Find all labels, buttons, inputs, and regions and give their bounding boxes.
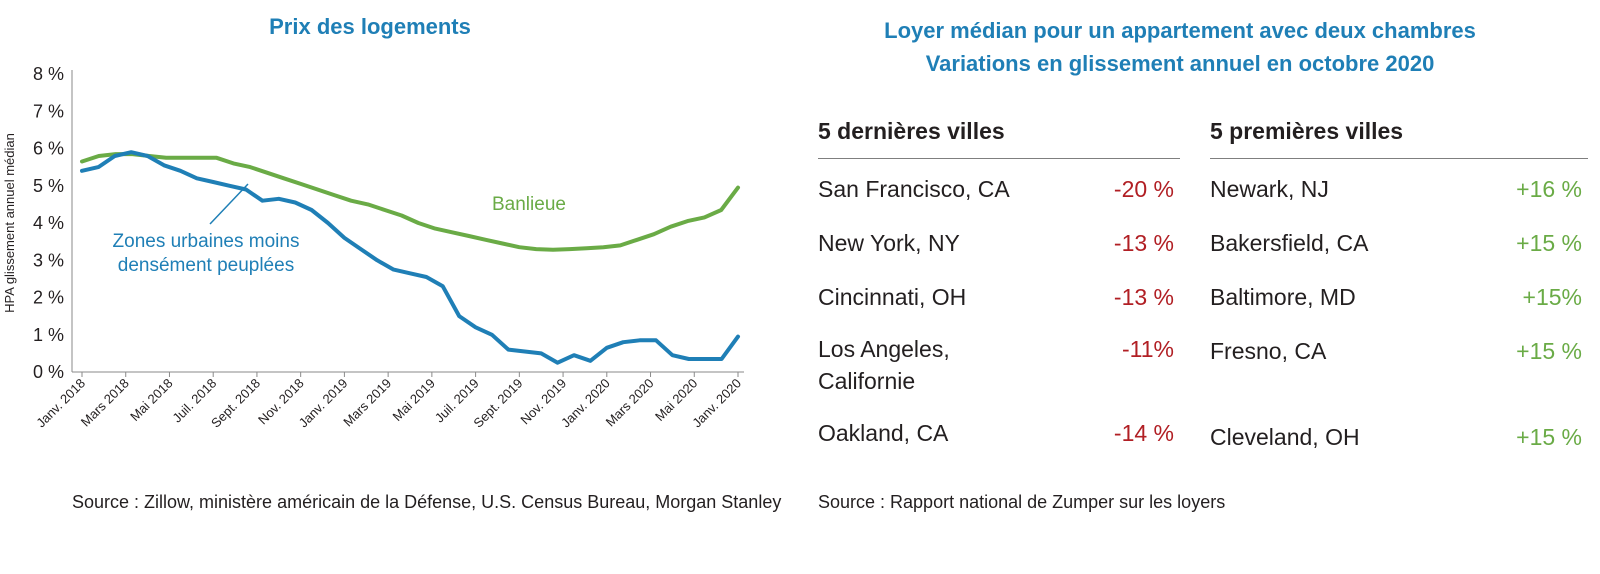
rent-change-value: -13 % bbox=[1113, 284, 1174, 310]
bottom-cities-column: 5 dernières villes San Francisco, CA -20 … bbox=[818, 118, 1180, 449]
right-source-note: Source : Rapport national de Zumper sur … bbox=[818, 492, 1226, 512]
left-source-note: Source : Zillow, ministère américain de … bbox=[72, 492, 782, 512]
top-city-row: Bakersfield, CA +15 % bbox=[1210, 227, 1588, 259]
x-tick-label: Mai 2019 bbox=[390, 376, 438, 424]
y-axis-title: HPA glissement annuel médian bbox=[2, 133, 17, 313]
city-name: San Francisco, CA bbox=[818, 176, 1010, 202]
y-tick-label: 2 % bbox=[33, 288, 64, 308]
top-city-row: Fresno, CA +15 % bbox=[1210, 335, 1588, 399]
urban-label-leader bbox=[209, 183, 249, 225]
y-tick-label: 4 % bbox=[33, 213, 64, 233]
rent-title-line1: Loyer médian pour un appartement avec de… bbox=[884, 18, 1476, 43]
bottom-city-row: New York, NY -13 % bbox=[818, 227, 1180, 259]
y-tick-label: 6 % bbox=[33, 139, 64, 159]
city-name: Bakersfield, CA bbox=[1210, 230, 1369, 256]
bottom-city-row: Cincinnati, OH -13 % bbox=[818, 281, 1180, 313]
y-tick-label: 7 % bbox=[33, 101, 64, 121]
city-name: Newark, NJ bbox=[1210, 176, 1329, 202]
banlieue-label: Banlieue bbox=[492, 194, 566, 215]
y-tick-label: 1 % bbox=[33, 325, 64, 345]
rent-change-value: -14 % bbox=[1113, 420, 1174, 446]
top-cities-column: 5 premières villes Newark, NJ +16 % Bakers… bbox=[1210, 118, 1588, 453]
x-tick-label: Mai 2018 bbox=[127, 376, 175, 424]
y-tick-label: 5 % bbox=[33, 176, 64, 196]
rent-title-line2: Variations en glissement annuel en octob… bbox=[925, 51, 1435, 76]
chart-labels: Banlieue Zones urbaines moins densément pe… bbox=[113, 183, 566, 276]
city-name: Cleveland, OH bbox=[1210, 424, 1360, 450]
bottom-city-row: San Francisco, CA -20 % bbox=[818, 173, 1180, 205]
x-tick-label: Mars 2019 bbox=[340, 376, 394, 430]
rent-change-value: +16 % bbox=[1516, 176, 1582, 202]
bottom-city-row: Los Angeles, Californie -11% bbox=[818, 333, 1180, 397]
city-name: Cincinnati, OH bbox=[818, 284, 967, 310]
rent-change-value: +15 % bbox=[1516, 338, 1582, 364]
rent-table-title: Loyer médian pour un appartement avec de… bbox=[820, 14, 1540, 80]
x-tick-label: Mars 2020 bbox=[603, 376, 657, 430]
city-name: Oakland, CA bbox=[818, 420, 949, 446]
bottom-cities-header: 5 dernières villes bbox=[818, 118, 1180, 159]
top-city-row: Newark, NJ +16 % bbox=[1210, 173, 1588, 205]
x-tick-label: Mars 2018 bbox=[78, 376, 132, 430]
series-urban-line bbox=[80, 150, 740, 365]
y-tick-label: 0 % bbox=[33, 362, 64, 382]
y-tick-label: 8 % bbox=[33, 64, 64, 84]
rent-change-value: -11% bbox=[1122, 336, 1174, 362]
top-city-row: Cleveland, OH +15 % bbox=[1210, 421, 1588, 453]
urban-label-line2: densément peuplées bbox=[118, 255, 294, 276]
city-name: Fresno, CA bbox=[1210, 338, 1327, 364]
city-name: New York, NY bbox=[818, 230, 960, 256]
house-price-chart: 0 % 1 % 2 % 3 % 4 % 5 % 6 % 7 % 8 % HPA glissemen… bbox=[2, 64, 744, 431]
chart-title: Prix des logements bbox=[269, 14, 471, 39]
bottom-city-row: Oakland, CA -14 % bbox=[818, 417, 1180, 449]
chart-series bbox=[80, 150, 740, 365]
top-cities-header: 5 premières villes bbox=[1210, 118, 1588, 159]
rent-change-value: -13 % bbox=[1113, 230, 1174, 256]
rent-change-value: +15 % bbox=[1516, 424, 1582, 450]
city-name: Los Angeles, Californie bbox=[818, 336, 950, 394]
rent-change-value: -20 % bbox=[1113, 176, 1174, 202]
urban-label-line1: Zones urbaines moins bbox=[113, 231, 300, 252]
series-banlieue-line bbox=[80, 152, 740, 252]
rent-change-value: +15% bbox=[1522, 284, 1582, 310]
rent-change-value: +15 % bbox=[1516, 230, 1582, 256]
top-cities-list: Newark, NJ +16 % Bakersfield, CA +15 % Balti… bbox=[1210, 173, 1588, 453]
top-city-row: Baltimore, MD +15% bbox=[1210, 281, 1588, 313]
city-name: Baltimore, MD bbox=[1210, 284, 1356, 310]
bottom-cities-list: San Francisco, CA -20 % New York, NY -13 % C… bbox=[818, 173, 1180, 449]
y-tick-label: 3 % bbox=[33, 250, 64, 270]
